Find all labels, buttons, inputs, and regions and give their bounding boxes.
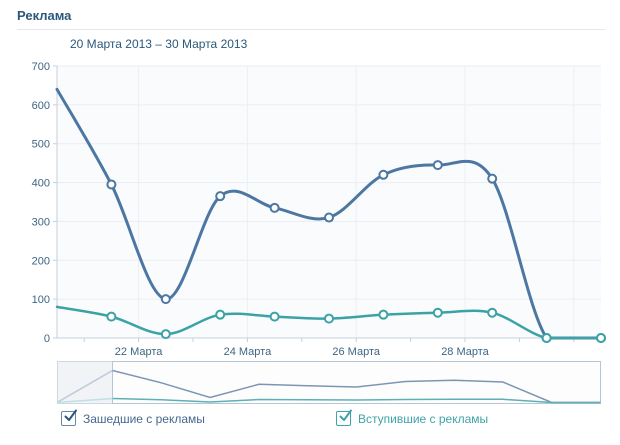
section-header: Реклама [17, 8, 605, 30]
x-axis-label: 26 Марта [332, 346, 380, 358]
y-axis-label: 100 [32, 294, 50, 306]
visitors-legend-label[interactable]: Зашедшие с рекламы [83, 411, 205, 426]
y-axis-label: 0 [44, 333, 50, 345]
visitors-data-point-marker[interactable] [269, 202, 280, 213]
chart-plot-area[interactable]: 0 100 200 300 400 500 600 700 22 Марта 24 Марта 26… [0, 58, 620, 360]
range-selector-window[interactable] [112, 361, 601, 404]
visitors-data-point-marker[interactable] [324, 212, 334, 223]
checkmark-icon [64, 409, 77, 421]
navigator-joined-line [112, 397, 601, 404]
y-axis-label: 200 [32, 255, 50, 267]
navigator-canvas [56, 361, 601, 404]
x-axis-label: 22 Марта [115, 346, 163, 358]
visitors-data-point-marker[interactable] [160, 294, 171, 305]
visitors-data-point-marker[interactable] [432, 160, 443, 171]
page-title: Реклама [17, 8, 72, 23]
joined-data-point-marker[interactable] [487, 307, 498, 318]
joined-data-point-marker[interactable] [269, 311, 280, 322]
chart-date-range-subtitle: 20 Марта 2013 – 30 Марта 2013 [70, 37, 248, 51]
y-axis-label: 400 [32, 178, 50, 190]
navigator-visitors-line [112, 369, 601, 404]
joined-data-point-marker[interactable] [106, 311, 117, 322]
visitors-data-point-marker[interactable] [215, 191, 226, 202]
navigator-joined-line-outside [56, 397, 113, 404]
visitors-data-point-marker[interactable] [378, 169, 389, 180]
visitors-data-point-marker[interactable] [106, 179, 117, 190]
joined-data-point-marker[interactable] [596, 333, 606, 343]
joined-legend-label[interactable]: Вступившие с рекламы [358, 411, 489, 426]
joined-data-point-marker[interactable] [324, 313, 334, 324]
checkmark-icon [339, 409, 352, 421]
y-axis-label: 500 [32, 139, 50, 151]
y-axis-label: 300 [32, 216, 50, 228]
y-axis-label: 600 [32, 100, 50, 112]
joined-checkbox[interactable] [336, 409, 352, 426]
main-line-chart[interactable]: 0 100 200 300 400 500 600 700 22 Марта 24 Марта 26… [0, 58, 620, 360]
visitors-checkbox[interactable] [61, 409, 77, 426]
joined-data-point-marker[interactable] [378, 309, 389, 320]
joined-data-point-marker[interactable] [541, 333, 552, 343]
range-navigator[interactable] [0, 361, 620, 407]
joined-data-point-marker[interactable] [215, 309, 226, 320]
chart-legend: Зашедшие с рекламы Вступившие с рекламы [0, 409, 620, 433]
visitors-data-point-marker[interactable] [487, 173, 498, 184]
joined-data-point-marker[interactable] [432, 307, 443, 318]
plot-background [57, 66, 601, 338]
y-axis-label: 700 [32, 61, 50, 73]
legend-item-visitors[interactable]: Зашедшие с рекламы [61, 409, 205, 426]
visitors-series-line [55, 87, 603, 340]
x-axis-label: 24 Марта [224, 346, 272, 358]
x-axis-label: 28 Марта [441, 346, 489, 358]
legend-item-joined[interactable]: Вступившие с рекламы [336, 409, 489, 426]
joined-data-point-marker[interactable] [160, 329, 171, 340]
navigator-visitors-line-outside [56, 369, 113, 404]
